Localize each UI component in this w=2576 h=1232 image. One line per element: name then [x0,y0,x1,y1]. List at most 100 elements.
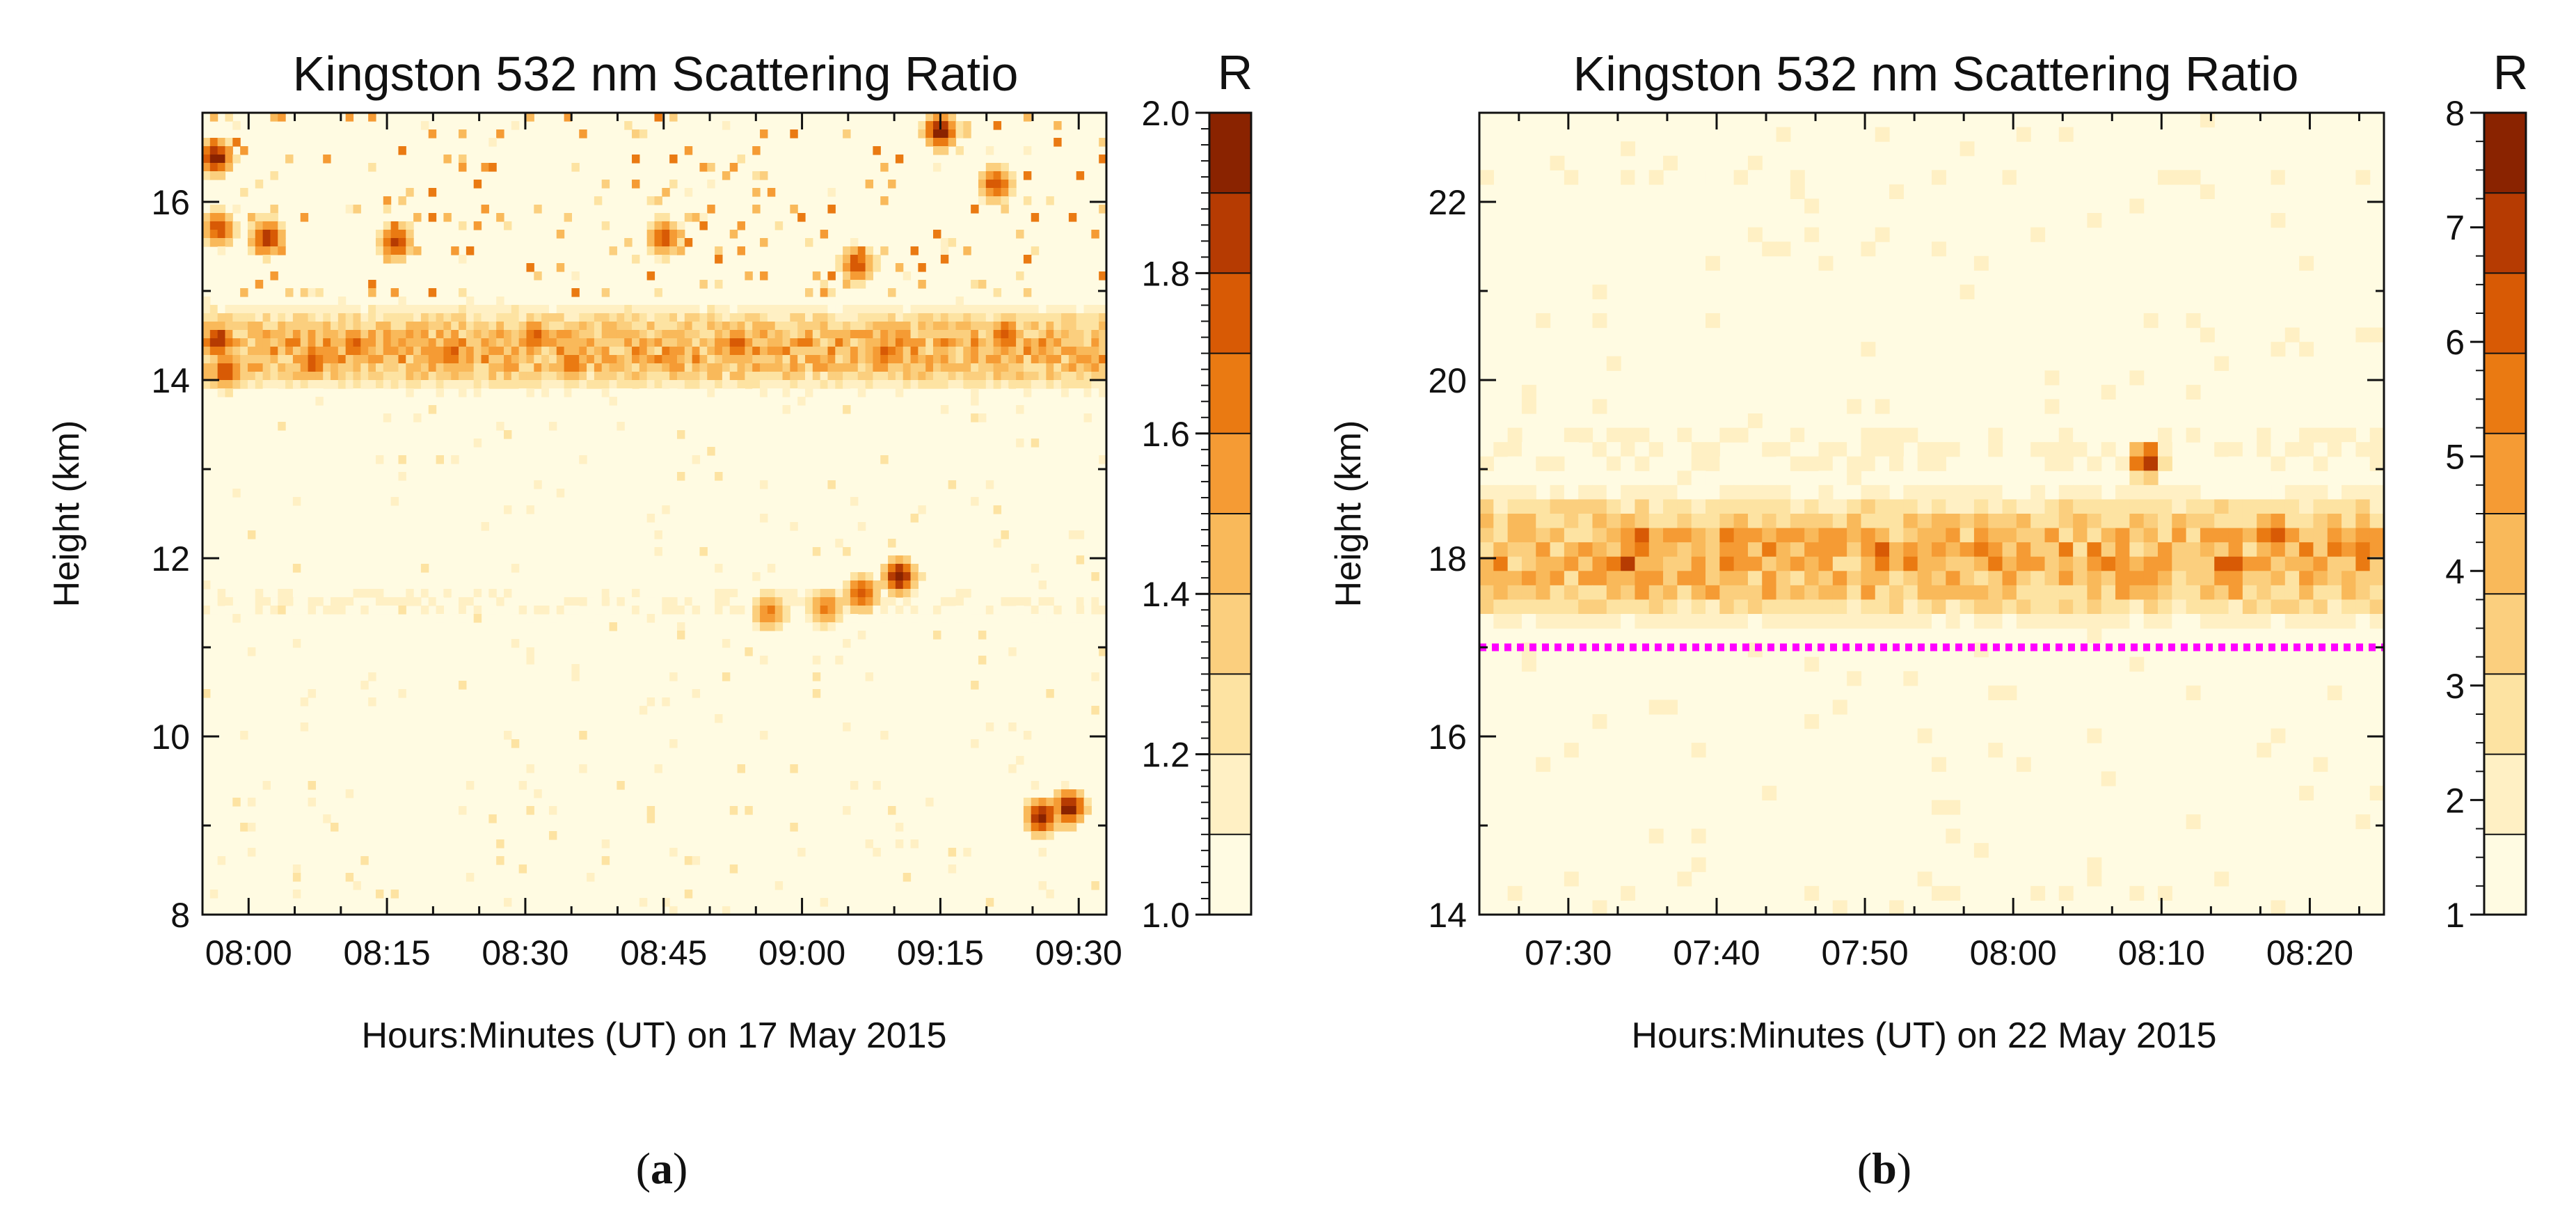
heatmap-cell [1592,170,1607,185]
heatmap-cell [940,305,949,314]
heatmap-cell [1847,456,1862,471]
heatmap-cell [843,606,851,615]
heatmap-cell [948,480,957,489]
heatmap-cell [556,330,565,339]
heatmap-cell [1046,196,1054,205]
heatmap-cell [571,305,580,314]
heatmap-cell [2214,542,2229,558]
heatmap-cell [1001,330,1009,339]
heatmap-cell [993,196,1002,205]
heatmap-cell [1946,599,1961,615]
heatmap-cell [247,230,256,239]
heatmap-cell [2369,427,2385,443]
heatmap-cell [1031,322,1040,331]
heatmap-cell [1776,127,1791,142]
heatmap-cell [1663,585,1678,601]
heatmap-cell [247,606,256,615]
heatmap-cell [2087,499,2102,514]
heatmap-cell [1023,322,1032,331]
heatmap-cell [676,430,685,439]
heatmap-cell [345,322,354,331]
heatmap-cell [323,355,331,364]
heatmap-cell [797,380,806,389]
heatmap-cell [1606,456,1621,471]
heatmap-cell [1091,347,1099,356]
heatmap-cell [368,288,376,297]
heatmap-cell [1988,427,2003,443]
heatmap-cell [2327,614,2342,629]
heatmap-cell [1648,514,1664,529]
heatmap-cell [1592,514,1607,529]
heatmap-cell [2016,585,2031,601]
heatmap-cell [579,322,587,331]
heatmap-cell [1648,170,1664,185]
heatmap-cell [1733,514,1749,529]
heatmap-cell [2030,585,2046,601]
heatmap-cell [564,363,573,372]
heatmap-cell [1479,585,1494,601]
heatmap-cell [247,647,256,656]
heatmap-cell [1917,442,1932,457]
heatmap-cell [436,614,444,623]
heatmap-cell [1804,585,1820,601]
heatmap-cell [985,313,994,322]
heatmap-cell [1054,338,1062,347]
heatmap-cell [978,347,987,356]
heatmap-cell [790,589,798,598]
heatmap-cell [285,363,294,372]
heatmap-cell [247,355,256,364]
heatmap-cell [496,372,504,381]
heatmap-cell [594,330,603,339]
heatmap-cell [1046,597,1054,606]
heatmap-cell [812,689,821,698]
heatmap-cell [2271,499,2286,514]
heatmap-cell [971,606,979,615]
heatmap-cell [1493,556,1509,571]
heatmap-cell [1691,499,1706,514]
heatmap-cell [481,372,489,381]
heatmap-cell [2101,614,2116,629]
heatmap-cell [993,171,1002,180]
heatmap-cell [895,313,904,322]
heatmap-cell [360,363,369,372]
heatmap-cell [843,639,851,648]
heatmap-cell [880,322,889,331]
heatmap-cell [473,313,482,322]
heatmap-cell [2143,614,2158,629]
heatmap-cell [632,589,640,598]
heatmap-cell [1691,857,1706,872]
heatmap-cell [1536,528,1551,543]
heatmap-cell [459,255,467,264]
heatmap-cell [737,330,745,339]
heatmap-cell [209,138,218,147]
heatmap-cell [745,597,753,606]
heatmap-cell [857,322,866,331]
heatmap-cell [518,355,527,364]
heatmap-cell [337,597,347,606]
heatmap-cell [857,305,866,314]
heatmap-cell [360,338,369,347]
heatmap-cell [715,597,723,606]
heatmap-cell [1648,499,1664,514]
heatmap-cell [1606,542,1621,558]
heatmap-cell [262,372,271,381]
heatmap-cell [1061,305,1070,314]
heatmap-cell [2087,456,2102,471]
heatmap-cell [2002,499,2017,514]
heatmap-cell [594,363,603,372]
heatmap-cell [255,180,264,189]
heatmap-cell [676,230,685,239]
heatmap-cell [1076,313,1085,322]
heatmap-cell [1068,597,1077,606]
heatmap-cell [1804,885,1820,901]
heatmap-cell [1001,163,1009,172]
colorbar-tick-label: 1.4 [1141,575,1190,614]
heatmap-cell [1592,585,1607,601]
heatmap-cell [2073,514,2088,529]
heatmap-cell [2143,484,2158,500]
heatmap-cell [760,129,768,139]
heatmap-cell [1747,528,1763,543]
heatmap-cell [1061,363,1070,372]
heatmap-cell [278,305,286,314]
heatmap-cell [1903,599,1918,615]
